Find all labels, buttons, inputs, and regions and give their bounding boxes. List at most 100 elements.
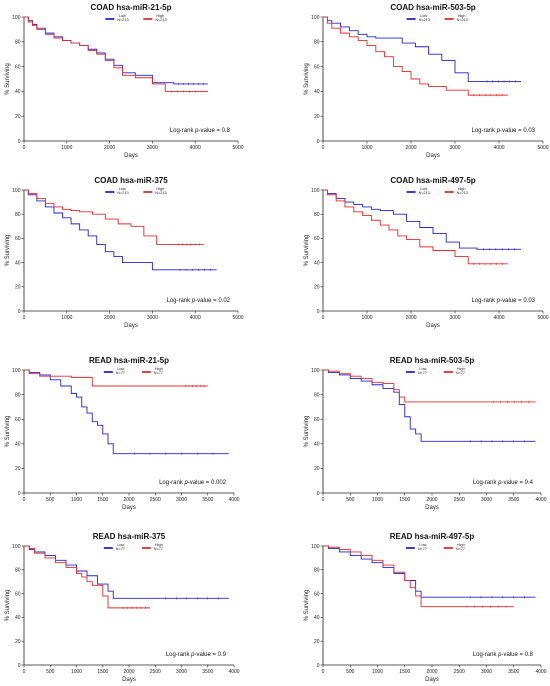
y-axis-label: % Surviving xyxy=(304,63,310,95)
legend-count: N=77 xyxy=(418,547,427,551)
y-tick-label: 80 xyxy=(314,392,320,398)
chart-title: COAD hsa-miR-503-5p xyxy=(390,3,475,12)
x-axis-label: Days xyxy=(425,505,439,511)
chart-title: COAD hsa-miR-21-5p xyxy=(91,3,172,12)
survival-curve-high xyxy=(323,16,508,96)
x-tick-label: 1000 xyxy=(372,669,383,675)
legend-label: Low xyxy=(117,543,124,547)
x-axis-label: Days xyxy=(426,153,440,159)
x-tick-label: 4000 xyxy=(535,669,546,675)
y-tick-label: 20 xyxy=(15,639,21,645)
y-axis-label: % Surviving xyxy=(5,590,11,622)
x-tick-label: 2000 xyxy=(405,145,416,151)
legend-count: N=77 xyxy=(116,547,125,551)
x-tick-label: 4000 xyxy=(190,315,201,321)
y-axis-label: % Surviving xyxy=(5,416,11,448)
legend-label: High xyxy=(457,367,465,371)
survival-curve-high xyxy=(323,369,536,403)
x-tick-label: 3000 xyxy=(176,497,187,503)
legend-count: N=213 xyxy=(457,191,468,195)
survival-curve-high xyxy=(24,369,208,387)
y-tick-label: 80 xyxy=(15,568,21,574)
legend-count: N=213 xyxy=(117,191,128,195)
pvalue-annotation: Log-rank p-value = 0.02 xyxy=(166,298,230,304)
chart-title: COAD hsa-miR-375 xyxy=(94,176,168,185)
y-tick-label: 0 xyxy=(18,491,21,497)
x-tick-label: 4000 xyxy=(493,145,504,151)
x-tick-label: 0 xyxy=(322,315,325,321)
survival-curve-high xyxy=(24,545,150,609)
y-tick-label: 100 xyxy=(12,15,21,21)
x-tick-label: 1500 xyxy=(399,669,410,675)
y-tick-label: 80 xyxy=(15,40,21,46)
x-tick-label: 4000 xyxy=(228,497,239,503)
survival-curve-low xyxy=(323,545,536,598)
legend-count: N=213 xyxy=(419,191,430,195)
x-tick-label: 1000 xyxy=(361,145,372,151)
survival-curve-low xyxy=(24,16,209,85)
legend-count: N=77 xyxy=(456,547,465,551)
x-tick-label: 5000 xyxy=(537,315,548,321)
x-tick-label: 0 xyxy=(23,315,26,321)
y-axis-label: % Surviving xyxy=(5,235,11,267)
legend-count: N=77 xyxy=(116,371,125,375)
x-tick-label: 1000 xyxy=(372,497,383,503)
x-tick-label: 0 xyxy=(322,145,325,151)
y-axis-label: % Surviving xyxy=(304,590,310,622)
legend-count: N=213 xyxy=(117,18,128,22)
x-tick-label: 2000 xyxy=(104,145,115,151)
x-tick-label: 4000 xyxy=(493,315,504,321)
x-axis-label: Days xyxy=(122,677,136,683)
x-tick-label: 2000 xyxy=(405,315,416,321)
legend-label: Low xyxy=(420,14,427,18)
x-tick-label: 3500 xyxy=(508,497,519,503)
x-tick-label: 2500 xyxy=(454,669,465,675)
x-tick-label: 1000 xyxy=(71,669,82,675)
x-tick-label: 500 xyxy=(346,669,355,675)
x-tick-label: 2000 xyxy=(123,497,134,503)
legend-label: High xyxy=(155,367,163,371)
legend-label: Low xyxy=(117,367,124,371)
x-axis-label: Days xyxy=(124,153,138,159)
y-tick-label: 60 xyxy=(15,591,21,597)
survival-curve-high xyxy=(24,16,209,92)
legend-count: N=213 xyxy=(155,18,166,22)
x-tick-label: 3000 xyxy=(147,315,158,321)
pvalue-annotation: Log-rank p-value = 0.8 xyxy=(170,128,231,134)
x-tick-label: 2000 xyxy=(426,669,437,675)
y-tick-label: 80 xyxy=(314,212,320,218)
x-tick-label: 1000 xyxy=(61,315,72,321)
x-tick-label: 4000 xyxy=(535,497,546,503)
x-tick-label: 2500 xyxy=(454,497,465,503)
legend-label: Low xyxy=(119,187,126,191)
y-tick-label: 0 xyxy=(317,139,320,145)
y-tick-label: 20 xyxy=(15,114,21,120)
x-tick-label: 2000 xyxy=(104,315,115,321)
legend-label: High xyxy=(458,14,466,18)
y-tick-label: 0 xyxy=(18,663,21,669)
x-tick-label: 1500 xyxy=(97,669,108,675)
x-tick-label: 5000 xyxy=(232,315,243,321)
pvalue-annotation: Log-rank p-value = 0.03 xyxy=(471,128,535,134)
x-tick-label: 4000 xyxy=(228,669,239,675)
y-tick-label: 100 xyxy=(311,188,320,194)
y-tick-label: 60 xyxy=(314,236,320,242)
y-tick-label: 0 xyxy=(18,309,21,315)
x-tick-label: 3500 xyxy=(202,669,213,675)
x-axis-label: Days xyxy=(124,323,138,329)
x-tick-label: 1000 xyxy=(71,497,82,503)
legend-count: N=77 xyxy=(418,371,427,375)
y-tick-label: 80 xyxy=(15,392,21,398)
x-tick-label: 1000 xyxy=(61,145,72,151)
x-tick-label: 2500 xyxy=(150,669,161,675)
y-tick-label: 80 xyxy=(15,212,21,218)
